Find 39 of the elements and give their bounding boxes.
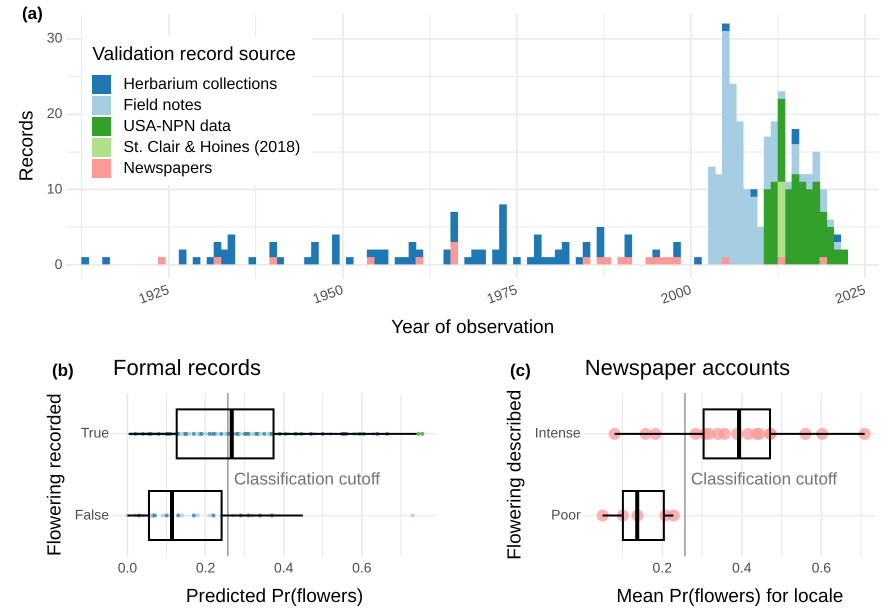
x-tick-label: 0.0 [118, 560, 138, 576]
legend-label: St. Clair & Hoines (2018) [123, 138, 300, 156]
x-tick-label: 0.2 [652, 560, 672, 576]
text: (b) [52, 361, 74, 381]
y-tick-label: 20 [46, 105, 63, 122]
y-tick-label: Intense [534, 424, 581, 441]
y-axis-title: Flowering described [504, 390, 526, 560]
x-tick-label: 0.2 [196, 560, 216, 576]
legend-label: Field notes [123, 96, 202, 114]
x-tick-label: 2000 [658, 280, 694, 307]
x-axis-title: Mean Pr(flowers) for locale [616, 586, 844, 607]
x-tick-label: 0.6 [352, 560, 372, 576]
y-axis-title: Records [16, 110, 38, 182]
chart-title: Formal records [113, 355, 261, 380]
text: (c) [510, 361, 531, 381]
ref-line-label: Classification cutoff [234, 469, 380, 488]
y-axis-title: Flowering recorded [44, 393, 66, 556]
legend-title: Validation record source [92, 44, 297, 66]
x-axis-title: Year of observation [391, 316, 554, 338]
x-tick-label: 0.4 [732, 560, 752, 576]
x-tick-label: 0.4 [274, 560, 294, 576]
legend-label: Newspapers [123, 160, 212, 178]
x-tick-label: 1950 [310, 280, 346, 307]
y-tick-label: 30 [46, 30, 63, 46]
y-tick-label: 0 [54, 256, 63, 272]
x-tick-label: 1975 [484, 280, 520, 307]
chart-title: Newspaper accounts [584, 355, 790, 380]
y-tick-label: 10 [46, 180, 63, 196]
x-axis-title: Predicted Pr(flowers) [186, 586, 364, 607]
y-tick-label: Poor [551, 506, 582, 522]
legend-label: Herbarium collections [123, 76, 278, 94]
text: (a) [22, 4, 43, 24]
y-tick-label: True [80, 424, 110, 441]
y-tick-label: False [74, 506, 110, 522]
x-tick-label: 0.6 [812, 560, 832, 576]
x-tick-label: 1925 [136, 280, 172, 307]
x-tick-label: 2025 [832, 280, 868, 307]
ref-line-label: Classification cutoff [690, 469, 838, 488]
legend-label: USA-NPN data [123, 118, 231, 136]
